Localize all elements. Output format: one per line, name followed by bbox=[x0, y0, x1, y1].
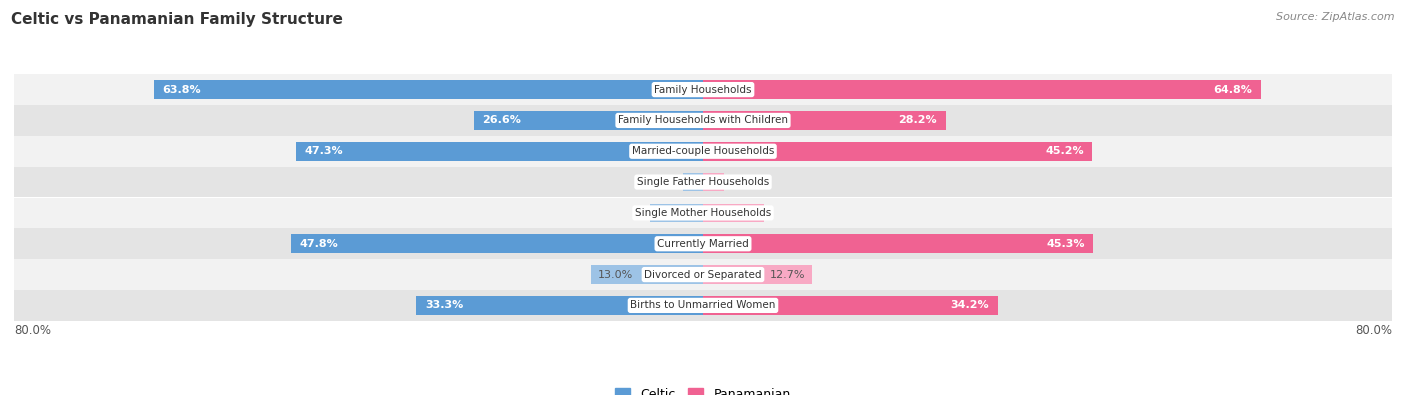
Bar bbox=[651, 204, 703, 222]
Text: 6.1%: 6.1% bbox=[658, 208, 686, 218]
Bar bbox=[291, 235, 703, 253]
Legend: Celtic, Panamanian: Celtic, Panamanian bbox=[610, 383, 796, 395]
Text: 47.8%: 47.8% bbox=[299, 239, 339, 249]
Bar bbox=[295, 142, 703, 160]
Bar bbox=[14, 74, 1392, 105]
Bar bbox=[14, 136, 1392, 167]
Text: Family Households: Family Households bbox=[654, 85, 752, 94]
Bar bbox=[14, 259, 1392, 290]
Bar bbox=[703, 204, 763, 222]
Bar bbox=[14, 167, 1392, 198]
Text: 34.2%: 34.2% bbox=[950, 301, 988, 310]
Text: 64.8%: 64.8% bbox=[1213, 85, 1253, 94]
Text: 33.3%: 33.3% bbox=[425, 301, 463, 310]
Text: 45.3%: 45.3% bbox=[1046, 239, 1084, 249]
Text: 12.7%: 12.7% bbox=[770, 269, 806, 280]
Bar bbox=[14, 105, 1392, 136]
Text: 45.2%: 45.2% bbox=[1045, 146, 1084, 156]
Bar bbox=[416, 296, 703, 315]
Text: Divorced or Separated: Divorced or Separated bbox=[644, 269, 762, 280]
Bar bbox=[474, 111, 703, 130]
Text: 2.3%: 2.3% bbox=[690, 177, 718, 187]
Text: Source: ZipAtlas.com: Source: ZipAtlas.com bbox=[1277, 12, 1395, 22]
Text: 7.1%: 7.1% bbox=[728, 208, 758, 218]
Text: Celtic vs Panamanian Family Structure: Celtic vs Panamanian Family Structure bbox=[11, 12, 343, 27]
Bar bbox=[153, 80, 703, 99]
Text: 13.0%: 13.0% bbox=[598, 269, 633, 280]
Text: Births to Unmarried Women: Births to Unmarried Women bbox=[630, 301, 776, 310]
Text: 80.0%: 80.0% bbox=[1355, 324, 1392, 337]
Text: 26.6%: 26.6% bbox=[482, 115, 522, 126]
Text: 28.2%: 28.2% bbox=[898, 115, 938, 126]
Bar bbox=[14, 290, 1392, 321]
Bar bbox=[703, 111, 946, 130]
Text: 47.3%: 47.3% bbox=[304, 146, 343, 156]
Text: 2.4%: 2.4% bbox=[689, 177, 717, 187]
Bar bbox=[703, 265, 813, 284]
Bar bbox=[703, 173, 724, 191]
Bar bbox=[14, 198, 1392, 228]
Bar bbox=[703, 235, 1092, 253]
Text: Currently Married: Currently Married bbox=[657, 239, 749, 249]
Bar bbox=[591, 265, 703, 284]
Text: Married-couple Households: Married-couple Households bbox=[631, 146, 775, 156]
Bar bbox=[703, 80, 1261, 99]
Text: Family Households with Children: Family Households with Children bbox=[619, 115, 787, 126]
Bar bbox=[703, 296, 997, 315]
Text: Single Mother Households: Single Mother Households bbox=[636, 208, 770, 218]
Bar bbox=[703, 142, 1092, 160]
Bar bbox=[14, 228, 1392, 259]
Text: 80.0%: 80.0% bbox=[14, 324, 51, 337]
Text: 63.8%: 63.8% bbox=[162, 85, 201, 94]
Bar bbox=[683, 173, 703, 191]
Text: Single Father Households: Single Father Households bbox=[637, 177, 769, 187]
